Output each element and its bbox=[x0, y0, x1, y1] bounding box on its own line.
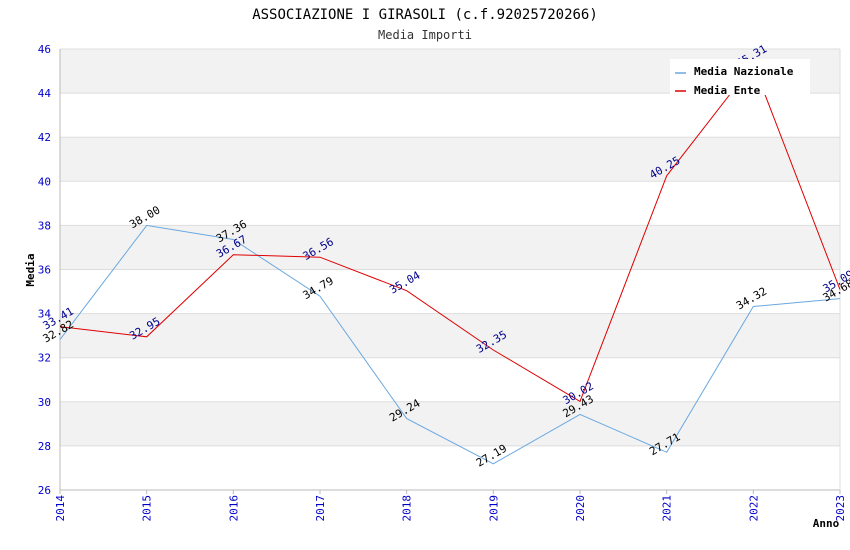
y-tick-label: 38 bbox=[38, 219, 51, 232]
y-tick-label: 30 bbox=[38, 396, 51, 409]
grid-band bbox=[60, 93, 840, 138]
x-axis-label: Anno bbox=[813, 517, 840, 530]
y-tick-label: 36 bbox=[38, 264, 51, 277]
plot-background bbox=[60, 49, 840, 490]
grid-band bbox=[60, 401, 840, 446]
grid-band bbox=[60, 137, 840, 182]
axes bbox=[59, 49, 841, 491]
x-tick-label: 2014 bbox=[54, 495, 67, 522]
series-lines bbox=[59, 63, 841, 465]
y-tick-label: 32 bbox=[38, 352, 51, 365]
x-tick-label: 2015 bbox=[141, 495, 154, 522]
legend: Media Nazionale Media Ente bbox=[670, 59, 810, 97]
y-axis-ticks: 26 28 30 32 34 36 38 40 42 44 46 bbox=[38, 43, 52, 497]
x-tick-label: 2020 bbox=[574, 495, 587, 522]
x-axis-ticks: 2014 2015 2016 2017 2018 2019 2020 2021 2022 2023 bbox=[54, 490, 847, 522]
x-tick-label: 2019 bbox=[487, 495, 500, 521]
x-tick-label: 2018 bbox=[401, 495, 414, 522]
x-tick-label: 2021 bbox=[661, 495, 674, 522]
series-line-1 bbox=[59, 63, 841, 403]
grid-band bbox=[60, 181, 840, 226]
chart-subtitle: Media Importi bbox=[378, 28, 472, 42]
series-line-0 bbox=[59, 224, 841, 465]
x-tick-label: 2022 bbox=[747, 495, 760, 522]
grid-band bbox=[60, 269, 840, 314]
y-tick-label: 46 bbox=[38, 43, 51, 56]
grid-band bbox=[60, 225, 840, 270]
legend-box bbox=[670, 59, 810, 95]
legend-entry-media-nazionale: Media Nazionale bbox=[694, 65, 794, 78]
y-tick-label: 26 bbox=[38, 484, 51, 497]
y-tick-label: 40 bbox=[38, 175, 51, 188]
x-tick-label: 2023 bbox=[834, 495, 847, 522]
grid-band bbox=[60, 445, 840, 490]
legend-entry-media-ente: Media Ente bbox=[694, 84, 761, 97]
grid-band bbox=[60, 357, 840, 402]
y-tick-label: 44 bbox=[38, 87, 52, 100]
y-axis-label: Media bbox=[24, 253, 37, 286]
chart-title: ASSOCIAZIONE I GIRASOLI (c.f.92025720266… bbox=[252, 7, 598, 23]
y-tick-label: 28 bbox=[38, 440, 51, 453]
y-tick-label: 34 bbox=[38, 308, 52, 321]
x-tick-label: 2017 bbox=[314, 495, 327, 522]
x-tick-label: 2016 bbox=[227, 495, 240, 522]
y-tick-label: 42 bbox=[38, 131, 51, 144]
